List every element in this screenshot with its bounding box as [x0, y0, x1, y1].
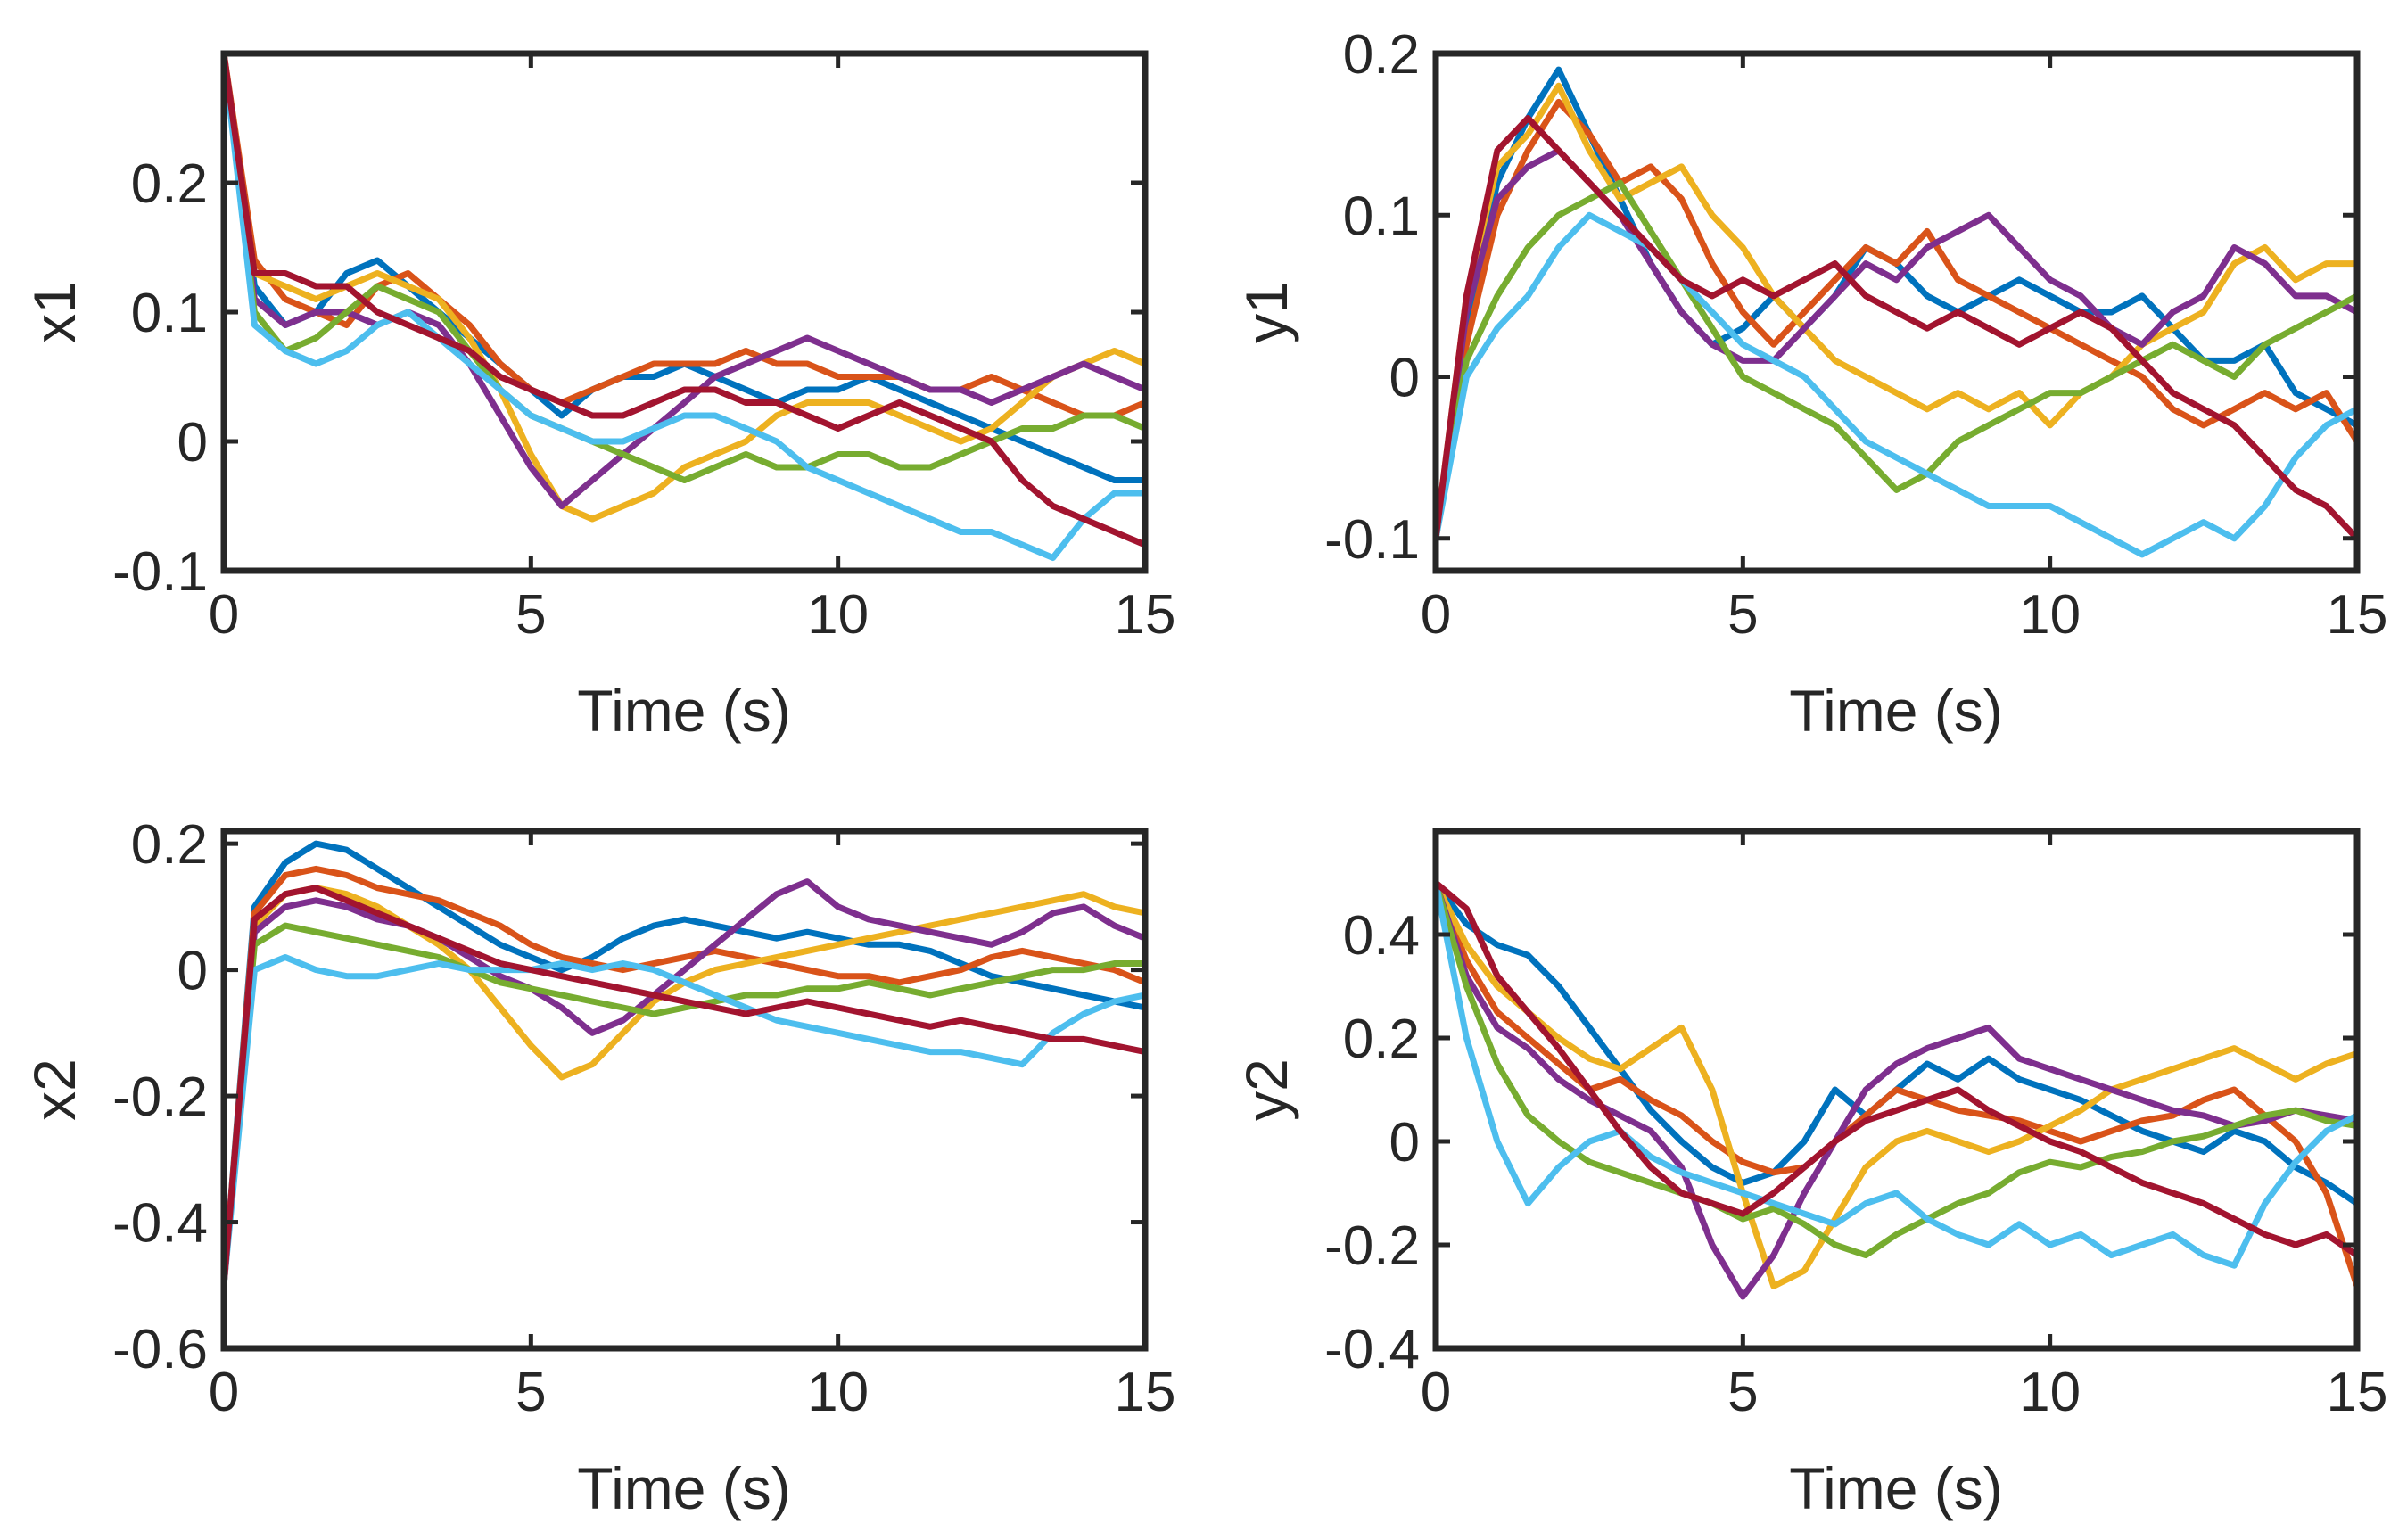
x-tick-label-y1-0: 0	[1421, 584, 1451, 646]
series-line-y1-7	[1432, 115, 2361, 542]
ylabel-y1: y1	[1233, 281, 1299, 343]
plot-y2: 0 5 10 15 -0.4 -0.2 0 0.2 0.4 Time (s) y2	[1233, 828, 2387, 1521]
y-tick-label-y2-0: -0.4	[1324, 1319, 1420, 1380]
x-tick-label-y1-1: 5	[1727, 584, 1758, 646]
y-tick-label-y1-2: 0.1	[1343, 185, 1420, 247]
x-tick-label-y1-2: 10	[2019, 584, 2081, 646]
series-line-y2-3	[1432, 879, 2361, 1289]
ylabel-y2: y2	[1233, 1058, 1299, 1121]
xlabel-y1: Time (s)	[1789, 678, 2003, 744]
y-tick-label-x2-4: 0.2	[131, 814, 208, 876]
ylabel-x1: x1	[21, 281, 87, 343]
tick-layer-y1: 0 5 10 15-0.100.10.2	[1324, 24, 2387, 646]
x-tick-label-x2-3: 15	[1115, 1362, 1176, 1423]
series-line-x2-4	[220, 878, 1149, 1289]
series-layer-y1	[1432, 66, 2361, 558]
series-line-y1-2	[1432, 98, 2361, 542]
xlabel-y2: Time (s)	[1789, 1455, 2003, 1521]
y-tick-label-y1-3: 0.2	[1343, 24, 1420, 86]
y-tick-label-x2-0: -0.6	[112, 1319, 208, 1380]
series-line-x2-5	[220, 922, 1149, 1289]
x-tick-label-x1-1: 5	[515, 584, 546, 646]
y-tick-label-x2-3: 0	[177, 941, 208, 1002]
x-tick-label-y1-3: 15	[2327, 584, 2388, 646]
y-tick-label-y1-0: -0.1	[1324, 509, 1420, 571]
x-tick-label-x2-0: 0	[209, 1362, 239, 1423]
y-tick-label-y1-1: 0	[1389, 348, 1420, 409]
y-tick-label-y2-3: 0.2	[1343, 1009, 1420, 1070]
ylabel-x2: x2	[21, 1058, 87, 1121]
x-tick-label-y2-3: 15	[2327, 1362, 2388, 1423]
series-line-x2-2	[220, 865, 1149, 1289]
series-line-y2-4	[1432, 879, 2361, 1300]
series-layer-x2	[220, 840, 1149, 1289]
series-line-y1-6	[1432, 211, 2361, 558]
x-tick-label-y2-0: 0	[1421, 1362, 1451, 1423]
y-tick-label-y2-2: 0	[1389, 1112, 1420, 1174]
x-tick-label-y2-1: 5	[1727, 1362, 1758, 1423]
y-tick-label-x1-0: -0.1	[112, 541, 208, 603]
series-line-y1-5	[1432, 179, 2361, 542]
y-tick-label-x1-3: 0.2	[131, 153, 208, 215]
axes-box-y1	[1432, 50, 2361, 574]
x-tick-label-x2-1: 5	[515, 1362, 546, 1423]
y-tick-label-x1-1: 0	[177, 412, 208, 474]
x-tick-label-x1-0: 0	[209, 584, 239, 646]
series-line-y2-6	[1432, 879, 2361, 1269]
series-line-y2-5	[1432, 879, 2361, 1259]
axes-box-x1	[220, 50, 1149, 574]
x-tick-label-y2-2: 10	[2019, 1362, 2081, 1423]
series-line-x2-1	[220, 840, 1149, 1289]
series-layer-y2	[1432, 879, 2361, 1300]
x-tick-label-x1-3: 15	[1115, 584, 1176, 646]
plot-x1: 0 5 10 15-0.100.10.2 Time (s) x1	[21, 50, 1176, 744]
y-tick-label-y2-1: -0.2	[1324, 1215, 1420, 1277]
series-line-x2-6	[220, 954, 1149, 1289]
plot-y1: 0 5 10 15-0.100.10.2 Time (s) y1	[1233, 24, 2387, 744]
plot-x2: 0 5 10 15 -0.6 -0.4 -0.2 0 0.2 Time (s) x2	[21, 814, 1175, 1521]
y-tick-label-x1-2: 0.1	[131, 283, 208, 344]
xlabel-x2: Time (s)	[577, 1455, 791, 1521]
x-tick-label-x2-2: 10	[807, 1362, 869, 1423]
series-layer-x1	[220, 50, 1149, 561]
tick-layer-y2: 0 5 10 15 -0.4 -0.2 0 0.2 0.4	[1324, 831, 2387, 1423]
tick-layer-x2: 0 5 10 15 -0.6 -0.4 -0.2 0 0.2	[112, 814, 1175, 1423]
series-line-y1-3	[1432, 82, 2361, 542]
axes-box-y2	[1432, 828, 2361, 1352]
series-line-x1-3	[220, 50, 1149, 523]
y-tick-label-y2-4: 0.4	[1343, 905, 1420, 967]
series-line-y2-7	[1432, 879, 2361, 1259]
series-line-x1-6	[220, 50, 1149, 561]
series-line-x2-7	[220, 885, 1149, 1289]
axes-box-x2	[220, 828, 1149, 1352]
y-tick-label-x2-1: -0.4	[112, 1193, 208, 1255]
y-tick-label-x2-2: -0.2	[112, 1066, 208, 1128]
series-line-x1-7	[220, 50, 1149, 548]
xlabel-x1: Time (s)	[577, 678, 791, 744]
x-tick-label-x1-2: 10	[807, 584, 869, 646]
